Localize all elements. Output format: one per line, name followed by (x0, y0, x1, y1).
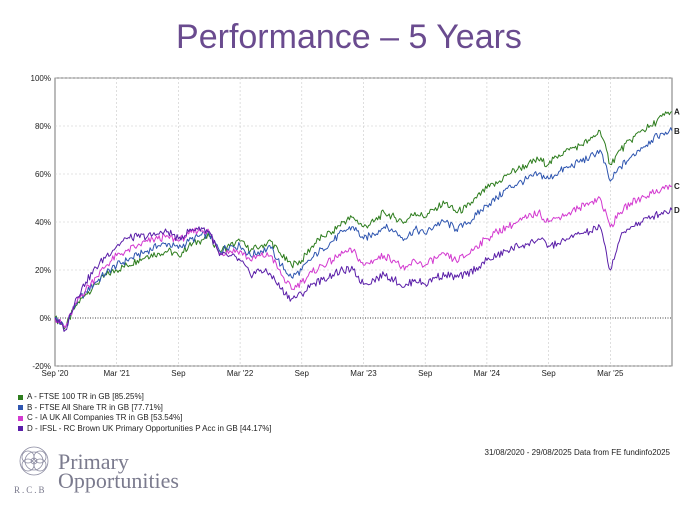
chart-legend: A - FTSE 100 TR in GB [85.25%] B - FTSE … (18, 392, 272, 434)
x-tick-label: Sep (418, 369, 433, 378)
y-tick-label: -20% (32, 362, 51, 371)
series-end-labels: A B C D (674, 108, 680, 215)
brand-line-2: Opportunities (58, 468, 179, 493)
x-tick-label: Mar '21 (103, 369, 130, 378)
legend-swatch-d (18, 426, 23, 432)
series-end-label-d: D (674, 206, 680, 215)
y-tick-label: 60% (35, 170, 51, 179)
brand-line-1: Primary (58, 449, 129, 474)
legend-item-a: A - FTSE 100 TR in GB [85.25%] (18, 392, 272, 403)
series-end-label-c: C (674, 182, 680, 191)
series-line-d (54, 207, 673, 332)
series-end-label-a: A (674, 108, 680, 117)
x-axis-labels: Sep '20 Mar '21 Sep Mar '22 Sep Mar '23 Sep Mar… (42, 369, 625, 378)
series-line-c (54, 184, 673, 329)
legend-swatch-a (18, 394, 23, 400)
y-tick-label: 0% (39, 314, 51, 323)
rose-emblem-icon (19, 446, 49, 476)
legend-label-a: A - FTSE 100 TR in GB [85.25%] (27, 392, 144, 401)
legend-label-b: B - FTSE All Share TR in GB [77.71%] (27, 402, 163, 412)
series-line-b (54, 127, 673, 329)
chart-lines (54, 111, 673, 332)
page-title: Performance – 5 Years (176, 18, 522, 56)
x-tick-label: Sep (295, 369, 310, 378)
legend-item-b: B - FTSE All Share TR in GB [77.71%] (18, 403, 272, 414)
y-tick-label: 40% (35, 218, 51, 227)
x-tick-label: Sep (171, 369, 186, 378)
series-end-label-b: B (674, 127, 680, 136)
legend-swatch-b (18, 405, 23, 411)
x-tick-label: Mar '22 (227, 369, 254, 378)
data-source-footnote: 31/08/2020 - 29/08/2025 Data from FE fun… (484, 448, 670, 457)
legend-label-c: C - IA UK All Companies TR in GB [53.54%… (27, 413, 183, 422)
x-tick-label: Sep (541, 369, 556, 378)
brand-initials: R.C.B (14, 485, 47, 495)
x-tick-label: Mar '24 (474, 369, 501, 378)
x-tick-label: Sep '20 (42, 369, 69, 378)
chart-grid (54, 77, 673, 367)
x-tick-label: Mar '25 (597, 369, 624, 378)
legend-label-d: D - IFSL - RC Brown UK Primary Opportuni… (27, 423, 272, 433)
x-tick-label: Mar '23 (350, 369, 377, 378)
legend-item-c: C - IA UK All Companies TR in GB [53.54%… (18, 413, 272, 424)
performance-chart: -20%0%20%40%60%80%100% Sep '20 Mar '21 Sep… (31, 74, 680, 378)
primary-opportunities-logo (19, 446, 49, 476)
y-tick-label: 100% (31, 74, 51, 83)
brand-name: Primary Opportunities (58, 449, 179, 493)
legend-swatch-c (18, 415, 23, 421)
y-tick-label: 80% (35, 122, 51, 131)
series-line-a (54, 111, 673, 330)
legend-item-d: D - IFSL - RC Brown UK Primary Opportuni… (18, 424, 272, 435)
y-axis-labels: -20% 0% 20% 40% 60% 80% 100% (31, 74, 51, 371)
y-tick-label: 20% (35, 266, 51, 275)
